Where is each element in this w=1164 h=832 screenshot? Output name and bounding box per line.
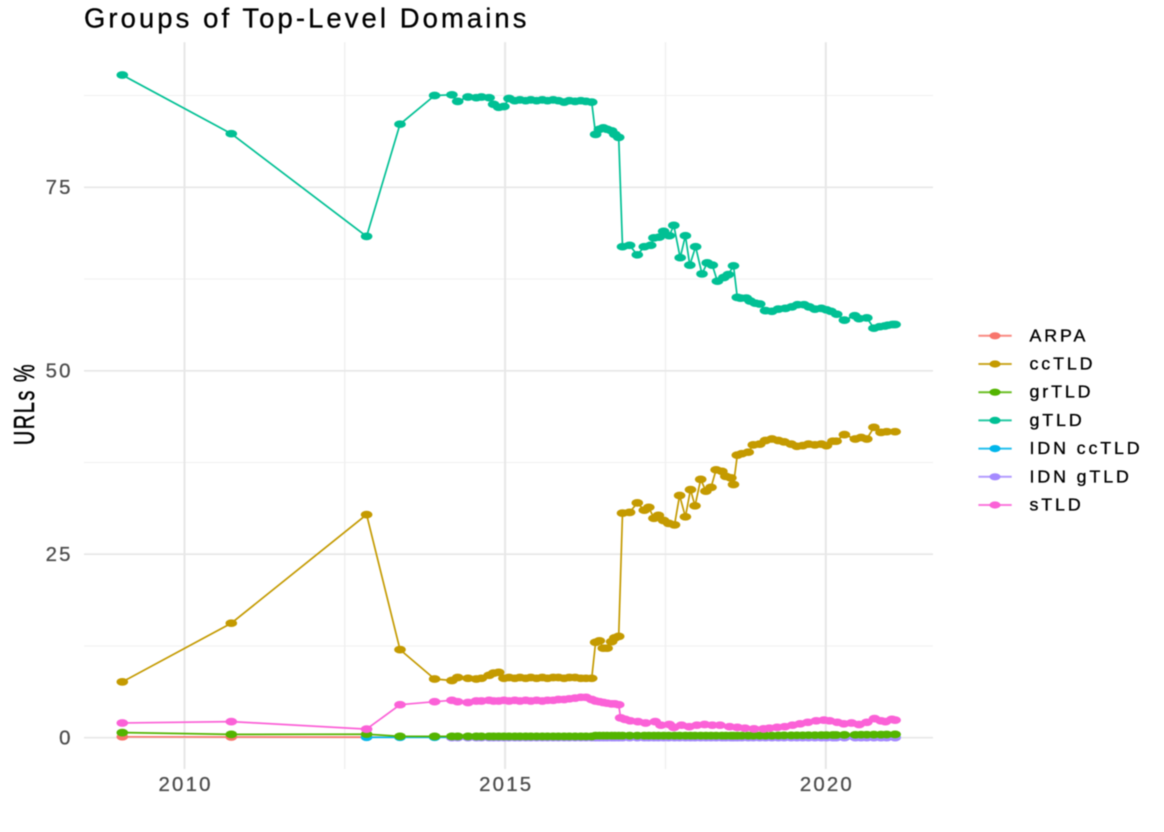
svg-text:ARPA: ARPA: [1030, 325, 1089, 345]
svg-text:2015: 2015: [479, 774, 533, 796]
svg-text:IDN gTLD: IDN gTLD: [1030, 466, 1132, 486]
svg-text:grTLD: grTLD: [1030, 382, 1094, 402]
svg-text:0: 0: [59, 727, 73, 749]
svg-text:75: 75: [46, 177, 73, 199]
svg-text:2020: 2020: [800, 774, 854, 796]
svg-text:2010: 2010: [159, 774, 213, 796]
svg-text:ccTLD: ccTLD: [1030, 354, 1096, 374]
svg-text:IDN ccTLD: IDN ccTLD: [1030, 438, 1143, 458]
svg-text:sTLD: sTLD: [1030, 495, 1084, 515]
svg-text:URLs %: URLs %: [8, 363, 41, 445]
svg-text:50: 50: [46, 360, 73, 382]
svg-text:gTLD: gTLD: [1030, 410, 1085, 430]
svg-text:25: 25: [46, 544, 73, 566]
svg-text:Groups of Top-Level Domains: Groups of Top-Level Domains: [84, 2, 530, 33]
